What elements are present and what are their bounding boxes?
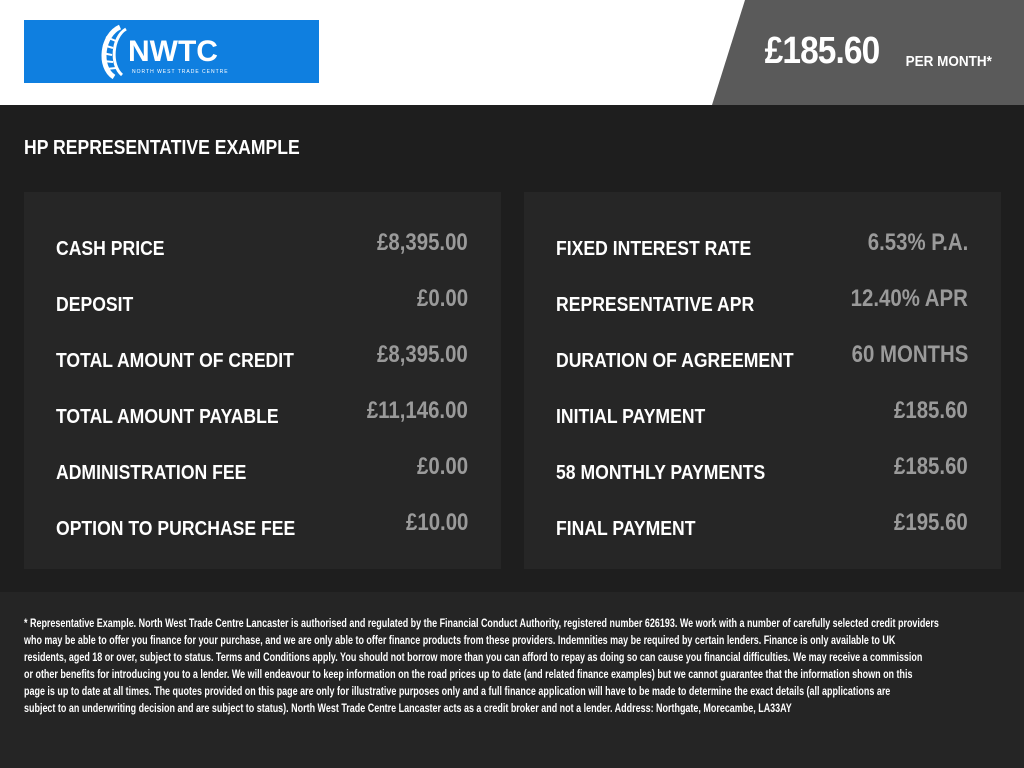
finance-row: DURATION OF AGREEMENT 60 MONTHS <box>556 341 968 372</box>
finance-row-label: CASH PRICE <box>56 238 165 260</box>
finance-row: DEPOSIT £0.00 <box>56 285 468 316</box>
finance-row-label: FIXED INTEREST RATE <box>556 238 752 260</box>
finance-row-value: £11,146.00 <box>367 397 468 424</box>
finance-row-value: 12.40% APR <box>850 285 968 312</box>
finance-row-label: 58 MONTHLY PAYMENTS <box>556 462 766 484</box>
finance-row-value: £195.60 <box>894 509 968 536</box>
disclaimer-line: or other benefits for introducing you to… <box>24 669 913 681</box>
finance-row-label: INITIAL PAYMENT <box>556 406 706 428</box>
finance-row: INITIAL PAYMENT £185.60 <box>556 397 968 428</box>
finance-row-value: £8,395.00 <box>377 341 468 368</box>
disclaimer: * Representative Example. North West Tra… <box>24 616 939 718</box>
finance-row: OPTION TO PURCHASE FEE £10.00 <box>56 509 468 540</box>
nwtc-logo[interactable]: NWTC NORTH WEST TRADE CENTRE <box>24 20 319 83</box>
finance-row: CASH PRICE £8,395.00 <box>56 229 468 260</box>
disclaimer-line: who may be able to offer you finance for… <box>24 635 896 647</box>
finance-row-label: REPRESENTATIVE APR <box>556 294 755 316</box>
finance-row-label: OPTION TO PURCHASE FEE <box>56 518 296 540</box>
logo-subtext: NORTH WEST TRADE CENTRE <box>132 69 229 75</box>
finance-row: ADMINISTRATION FEE £0.00 <box>56 453 468 484</box>
monthly-price-box: £185.60 PER MONTH* <box>712 0 1024 105</box>
finance-row-label: FINAL PAYMENT <box>556 518 696 540</box>
finance-row: TOTAL AMOUNT OF CREDIT £8,395.00 <box>56 341 468 372</box>
disclaimer-line: residents, aged 18 or over, subject to s… <box>24 652 923 664</box>
finance-row-label: TOTAL AMOUNT OF CREDIT <box>56 350 294 372</box>
finance-row: FINAL PAYMENT £195.60 <box>556 509 968 540</box>
disclaimer-line: * Representative Example. North West Tra… <box>24 618 939 630</box>
finance-row-label: DEPOSIT <box>56 294 134 316</box>
finance-row: 58 MONTHLY PAYMENTS £185.60 <box>556 453 968 484</box>
finance-row-label: DURATION OF AGREEMENT <box>556 350 794 372</box>
finance-row-value: £0.00 <box>416 453 468 480</box>
finance-row-value: £10.00 <box>405 509 468 536</box>
monthly-price: £185.60 <box>764 30 880 72</box>
finance-row-value: £0.00 <box>416 285 468 312</box>
finance-row: TOTAL AMOUNT PAYABLE £11,146.00 <box>56 397 468 428</box>
finance-row-label: TOTAL AMOUNT PAYABLE <box>56 406 279 428</box>
finance-row-value: 60 MONTHS <box>851 341 968 368</box>
footer: * Representative Example. North West Tra… <box>0 592 1024 768</box>
finance-row-value: £185.60 <box>894 453 968 480</box>
disclaimer-line: subject to an underwriting decision and … <box>24 703 792 715</box>
disclaimer-line: page is up to date at all times. The quo… <box>24 686 891 698</box>
per-month-label: PER MONTH* <box>905 53 992 70</box>
right-finance-panel: FIXED INTEREST RATE 6.53% P.A. REPRESENTAT… <box>524 192 1001 569</box>
logo-text: NWTC <box>128 35 218 68</box>
finance-row: FIXED INTEREST RATE 6.53% P.A. <box>556 229 968 260</box>
finance-row: REPRESENTATIVE APR 12.40% APR <box>556 285 968 316</box>
section-title: HP REPRESENTATIVE EXAMPLE <box>24 137 300 159</box>
finance-row-label: ADMINISTRATION FEE <box>56 462 247 484</box>
header: NWTC NORTH WEST TRADE CENTRE £185.60 PER… <box>0 0 1024 105</box>
finance-row-value: £185.60 <box>894 397 968 424</box>
tyre-logo-icon: NWTC NORTH WEST TRADE CENTRE <box>100 24 229 79</box>
left-finance-panel: CASH PRICE £8,395.00 DEPOSIT £0.00 TOTAL AMO… <box>24 192 501 569</box>
finance-row-value: £8,395.00 <box>377 229 468 256</box>
finance-row-value: 6.53% P.A. <box>867 229 968 256</box>
